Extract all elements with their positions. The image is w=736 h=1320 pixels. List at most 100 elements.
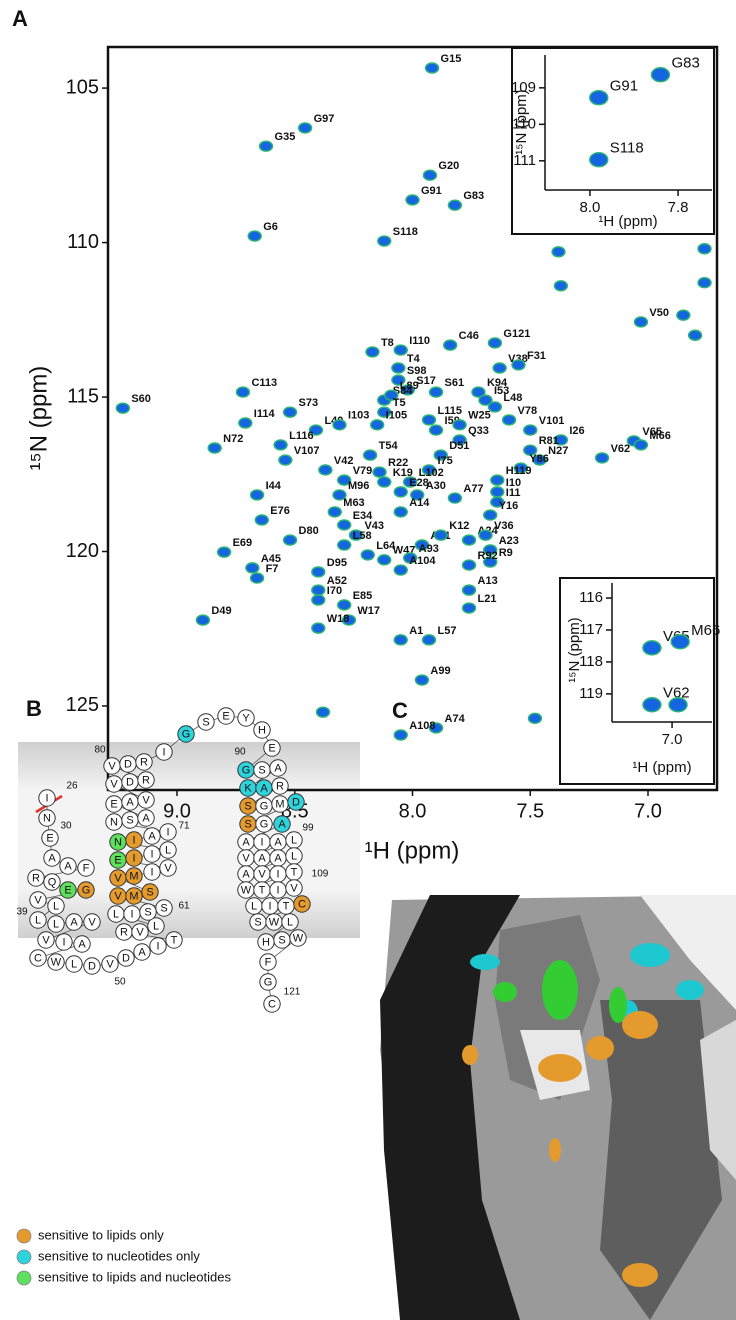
peak-label: F7 bbox=[266, 563, 279, 575]
peak-label: V78 bbox=[518, 405, 538, 417]
residue-letter: V bbox=[110, 778, 118, 790]
peak bbox=[452, 434, 467, 446]
peak-label: G121 bbox=[503, 328, 530, 340]
peak-label: L48 bbox=[503, 392, 522, 404]
peak bbox=[337, 599, 352, 611]
residue bbox=[159, 859, 177, 877]
surface-rendering bbox=[380, 895, 736, 1320]
peak bbox=[421, 464, 437, 476]
residue bbox=[55, 933, 73, 951]
peak bbox=[421, 634, 437, 646]
peak bbox=[589, 152, 609, 168]
residue bbox=[263, 995, 281, 1013]
peak-label: S61 bbox=[445, 377, 465, 389]
peak bbox=[372, 466, 387, 478]
panel-label: A bbox=[12, 6, 28, 31]
peak bbox=[594, 452, 610, 464]
y-axis-label: ¹⁵N (ppm) bbox=[513, 89, 530, 154]
both-patch bbox=[609, 987, 627, 1023]
residue bbox=[83, 957, 101, 975]
residue-letter: C bbox=[34, 952, 42, 964]
y-tick-label: 109 bbox=[511, 79, 536, 96]
residue bbox=[47, 915, 65, 933]
peak bbox=[337, 539, 352, 551]
peak bbox=[393, 344, 408, 356]
peak-label: I75 bbox=[437, 455, 452, 467]
peak bbox=[400, 384, 415, 396]
residue bbox=[43, 873, 61, 891]
peak bbox=[523, 444, 538, 456]
residue-letter: A bbox=[242, 836, 250, 848]
peak-label: W17 bbox=[357, 605, 380, 617]
peak bbox=[273, 439, 288, 451]
peak bbox=[410, 489, 425, 501]
peak-label: V43 bbox=[364, 520, 384, 532]
peak-label: L102 bbox=[419, 467, 444, 479]
peak bbox=[391, 374, 406, 386]
surface-light bbox=[640, 895, 736, 1010]
residue-letter: A bbox=[274, 762, 282, 774]
peak bbox=[487, 337, 503, 349]
residue-letter: V bbox=[290, 882, 298, 894]
residue-letter: E bbox=[64, 884, 71, 896]
residue-letter: G bbox=[242, 764, 251, 776]
peak-label: V42 bbox=[334, 455, 354, 467]
residue-letter: R bbox=[140, 756, 148, 768]
residue bbox=[159, 823, 177, 841]
residue-letter: S bbox=[160, 902, 167, 914]
residue-letter: I bbox=[45, 792, 48, 804]
residue bbox=[255, 815, 273, 833]
peak bbox=[523, 424, 538, 436]
residue-letter: I bbox=[276, 868, 279, 880]
peak-label: Y16 bbox=[499, 500, 519, 512]
peak-label: M63 bbox=[343, 497, 364, 509]
residue-letter: T bbox=[171, 934, 178, 946]
peak-label: A104 bbox=[409, 555, 436, 567]
peak-label: R81 bbox=[539, 435, 559, 447]
peak-label: S98 bbox=[407, 365, 427, 377]
residue-letter: L bbox=[53, 918, 59, 930]
residue-letter: I bbox=[62, 936, 65, 948]
peak-label: A45 bbox=[261, 553, 281, 565]
peak-label: A23 bbox=[499, 535, 519, 547]
residue-letter: L bbox=[153, 920, 159, 932]
peak-label: F31 bbox=[527, 350, 546, 362]
x-tick-label: 7.8 bbox=[668, 199, 689, 216]
peak bbox=[311, 566, 326, 578]
residue bbox=[137, 771, 155, 789]
peak bbox=[422, 169, 438, 181]
residue-letter: D bbox=[88, 960, 96, 972]
peak bbox=[428, 386, 444, 398]
peak-label: M66 bbox=[649, 430, 670, 442]
residue-letter: M bbox=[129, 890, 138, 902]
y-tick-label: 115 bbox=[67, 385, 99, 407]
peak bbox=[414, 539, 430, 551]
residue-letter: T bbox=[283, 900, 290, 912]
peak bbox=[414, 674, 430, 686]
peak-label: K19 bbox=[393, 467, 413, 479]
peak-label: K12 bbox=[449, 520, 469, 532]
peak bbox=[553, 434, 569, 446]
peak-label: A74 bbox=[445, 713, 466, 725]
residue-letter: F bbox=[265, 956, 272, 968]
peak-label: G6 bbox=[263, 221, 278, 233]
peak-label: L58 bbox=[353, 530, 372, 542]
peak bbox=[402, 476, 418, 488]
residue-letter: I bbox=[162, 746, 165, 758]
residue bbox=[77, 881, 95, 899]
residue bbox=[38, 809, 56, 827]
peak-label: R22 bbox=[388, 457, 408, 469]
x-tick-label: 9.0 bbox=[163, 800, 191, 822]
peak-label: L116 bbox=[289, 430, 313, 442]
peak-label: G83 bbox=[671, 55, 699, 72]
peak bbox=[282, 406, 298, 418]
residue-letter: S bbox=[244, 818, 251, 830]
residue-letter: T bbox=[259, 884, 266, 896]
residue bbox=[137, 809, 155, 827]
residue bbox=[217, 707, 235, 725]
peak-label: S60 bbox=[131, 393, 151, 405]
residue bbox=[149, 937, 167, 955]
peak bbox=[483, 509, 498, 521]
peak-label: T54 bbox=[379, 440, 399, 452]
peak-label: A13 bbox=[478, 575, 498, 587]
